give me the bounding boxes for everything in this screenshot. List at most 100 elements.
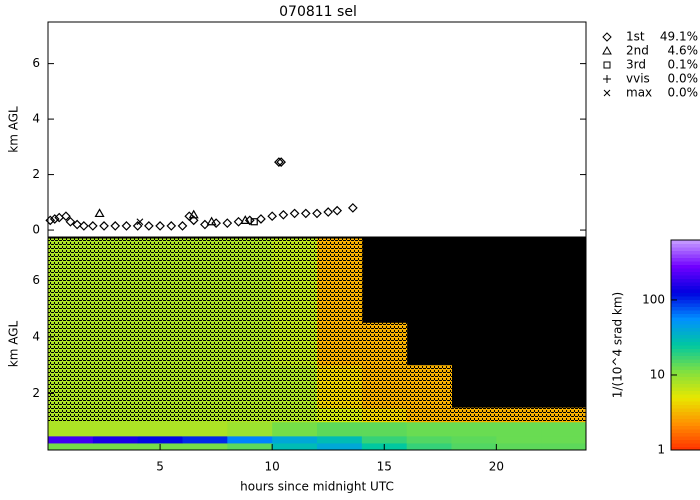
heatmap-cell bbox=[182, 421, 228, 437]
data-point bbox=[332, 205, 343, 216]
heatmap-cell bbox=[361, 435, 408, 444]
colorbar-step bbox=[671, 282, 700, 286]
colorbar-step bbox=[671, 289, 700, 293]
data-point bbox=[87, 221, 98, 231]
data-point bbox=[348, 203, 358, 213]
colorbar-step bbox=[671, 247, 700, 251]
speckle-overlay bbox=[48, 238, 586, 422]
colorbar-step bbox=[671, 324, 700, 328]
x-tick-label: 20 bbox=[489, 460, 504, 474]
colorbar-step bbox=[671, 250, 700, 255]
legend-symbol bbox=[602, 32, 612, 42]
colorbar-step bbox=[671, 313, 700, 318]
colorbar-step bbox=[671, 345, 700, 349]
legend-share: 49.1% bbox=[660, 30, 698, 44]
data-point bbox=[200, 219, 210, 230]
colorbar-step bbox=[671, 306, 700, 311]
data-point bbox=[276, 157, 286, 167]
legend-label: 3rd bbox=[626, 58, 646, 72]
x-tick-label: 15 bbox=[377, 460, 392, 474]
plot-frame bbox=[47, 237, 587, 451]
colorbar-step bbox=[671, 380, 700, 384]
heatmap-cell bbox=[541, 442, 587, 451]
data-point bbox=[49, 214, 60, 224]
colorbar-step bbox=[671, 327, 700, 332]
colorbar-step bbox=[671, 264, 700, 269]
heatmap-cell bbox=[541, 435, 587, 444]
data-point bbox=[300, 208, 311, 219]
colorbar-step bbox=[671, 352, 700, 356]
data-point bbox=[110, 221, 121, 231]
colorbar-step bbox=[671, 383, 700, 388]
heatmap-cell bbox=[48, 435, 94, 444]
y-axis-label: km AGL bbox=[7, 320, 21, 367]
colorbar-step bbox=[671, 240, 700, 244]
legend-symbol bbox=[602, 45, 612, 55]
heatmap-cell bbox=[227, 435, 273, 444]
heatmap-cell bbox=[317, 442, 363, 451]
colorbar-label: 1/(10^4 srad km) bbox=[611, 292, 625, 398]
colorbar-step bbox=[671, 425, 700, 430]
colorbar-step bbox=[671, 422, 700, 426]
colorbar-step bbox=[671, 348, 700, 353]
heatmap-cell bbox=[406, 435, 452, 444]
data-point bbox=[132, 221, 143, 231]
y-tick-label: 6 bbox=[32, 273, 40, 287]
legend-share: 0.1% bbox=[668, 58, 699, 72]
colorbar-step bbox=[671, 373, 700, 377]
colorbar-step bbox=[671, 401, 700, 405]
data-point bbox=[278, 209, 289, 220]
colorbar-step bbox=[671, 366, 700, 370]
heatmap-cell bbox=[451, 442, 497, 451]
y-tick-label: 2 bbox=[32, 167, 40, 181]
colorbar-step bbox=[671, 418, 700, 423]
colorbar-step bbox=[671, 341, 700, 346]
data-point bbox=[267, 211, 278, 222]
heatmap-cell bbox=[227, 421, 273, 437]
colorbar-step bbox=[671, 411, 700, 416]
colorbar-step bbox=[671, 285, 700, 290]
data-point bbox=[177, 221, 188, 231]
colorbar-step bbox=[671, 334, 700, 339]
heatmap-cell bbox=[272, 442, 318, 451]
data-point bbox=[240, 215, 251, 224]
legend-label: max bbox=[626, 86, 652, 100]
colorbar-step bbox=[671, 362, 700, 367]
data-point bbox=[256, 214, 266, 224]
data-point bbox=[45, 215, 56, 226]
colorbar-tick-label: 1 bbox=[657, 443, 665, 457]
y-tick-label: 4 bbox=[32, 112, 40, 126]
colorbar-step bbox=[671, 359, 700, 363]
colorbar-tick-label: 100 bbox=[642, 292, 665, 306]
y-tick-label: 6 bbox=[32, 56, 40, 70]
data-point bbox=[54, 212, 65, 223]
data-point bbox=[206, 216, 217, 226]
colorbar-step bbox=[671, 446, 700, 451]
data-point bbox=[155, 221, 165, 231]
y-axis-label: km AGL bbox=[7, 106, 21, 153]
data-point bbox=[61, 211, 71, 222]
colorbar-step bbox=[671, 243, 700, 248]
chart-title: 070811 sel bbox=[279, 4, 357, 20]
colorbar-step bbox=[671, 317, 700, 321]
colorbar-step bbox=[671, 268, 700, 272]
data-point bbox=[323, 207, 334, 217]
y-tick-label: 0 bbox=[32, 223, 40, 237]
colorbar-step bbox=[671, 404, 700, 409]
heatmap-cell bbox=[137, 421, 183, 437]
colorbar-step bbox=[671, 254, 700, 258]
colorbar-step bbox=[671, 387, 700, 391]
data-point bbox=[144, 221, 154, 231]
heatmap-cell bbox=[541, 421, 587, 437]
heatmap-cell bbox=[496, 442, 542, 451]
data-point bbox=[94, 208, 105, 218]
colorbar-step bbox=[671, 261, 700, 265]
data-point bbox=[136, 218, 144, 226]
heatmap-cell bbox=[48, 421, 94, 437]
colorbar-step bbox=[671, 271, 700, 276]
data-point bbox=[312, 208, 322, 219]
legend-share: 4.6% bbox=[668, 44, 699, 58]
colorbar-step bbox=[671, 338, 700, 342]
heatmap-cell bbox=[272, 421, 318, 437]
